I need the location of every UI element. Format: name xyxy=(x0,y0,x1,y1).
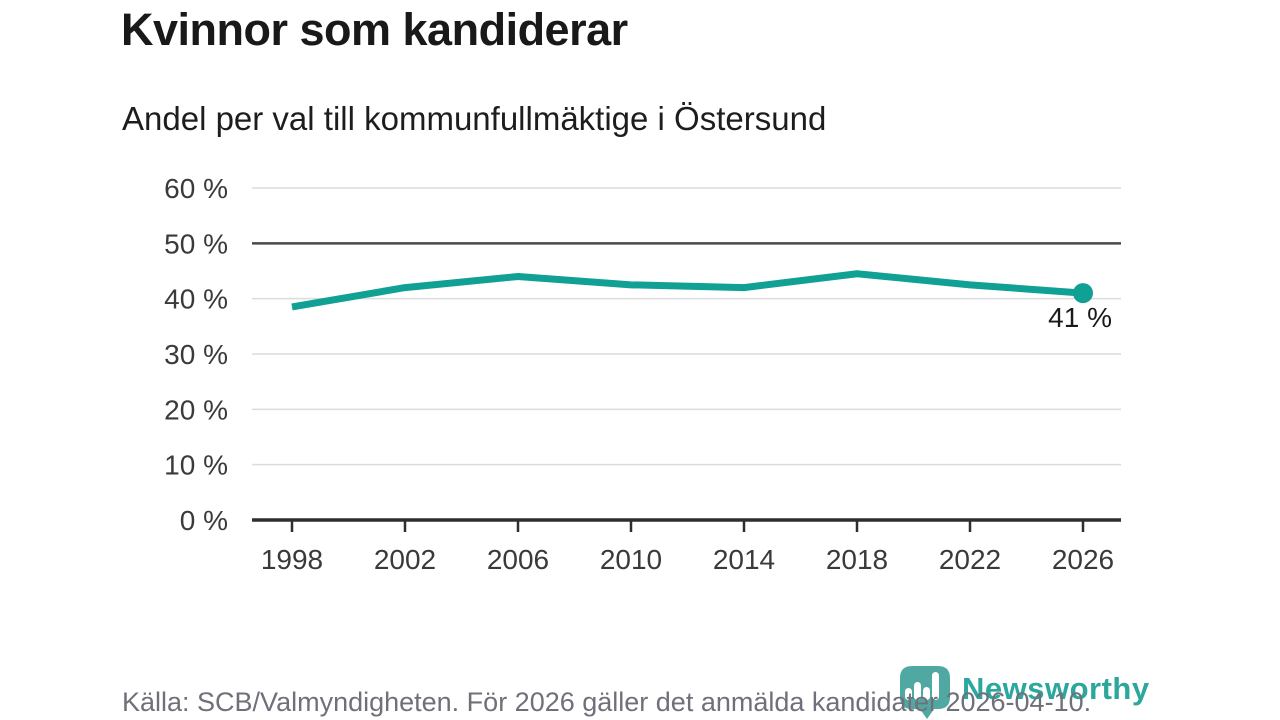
x-axis-tick-label: 2026 xyxy=(1052,544,1114,575)
y-axis-tick-label: 50 % xyxy=(164,228,228,259)
y-axis-tick-label: 10 % xyxy=(164,450,228,481)
y-axis-tick-label: 60 % xyxy=(164,173,228,204)
logo-bar xyxy=(914,682,921,700)
source-note: Källa: SCB/Valmyndigheten. För 2026 gäll… xyxy=(122,687,1092,717)
x-axis-tick-label: 2006 xyxy=(487,544,549,575)
x-axis-tick-label: 2022 xyxy=(939,544,1001,575)
x-axis-tick-label: 2018 xyxy=(826,544,888,575)
logo-bar xyxy=(923,687,930,700)
newsworthy-logo: Newsworthy xyxy=(896,666,1150,720)
end-point-label: 41 % xyxy=(1048,302,1112,333)
y-axis-tick-label: 30 % xyxy=(164,339,228,370)
newsworthy-logo-icon xyxy=(900,666,950,719)
newsworthy-logo-text: Newsworthy xyxy=(962,671,1150,706)
x-axis-tick-label: 2002 xyxy=(374,544,436,575)
logo-bar-chart-glyph xyxy=(905,672,939,700)
chart-subtitle: Andel per val till kommunfullmäktige i Ö… xyxy=(122,100,827,137)
y-axis-tick-label: 20 % xyxy=(164,394,228,425)
end-point-marker xyxy=(1073,283,1093,304)
x-axis-tick-label: 2014 xyxy=(713,544,775,575)
x-axis-tick-label: 2010 xyxy=(600,544,662,575)
chart-title: Kvinnor som kandiderar xyxy=(121,4,628,55)
y-axis-tick-label: 0 % xyxy=(180,505,228,536)
line-chart: 0 % 10 % 20 % 30 % 40 % 50 % 60 % 1998 2002 2006 2… xyxy=(164,173,1121,575)
x-axis-tick-label: 1998 xyxy=(261,544,323,575)
data-line xyxy=(291,270,1084,311)
logo-bar xyxy=(932,672,939,700)
y-axis-tick-label: 40 % xyxy=(164,284,228,315)
logo-bar xyxy=(905,688,912,700)
